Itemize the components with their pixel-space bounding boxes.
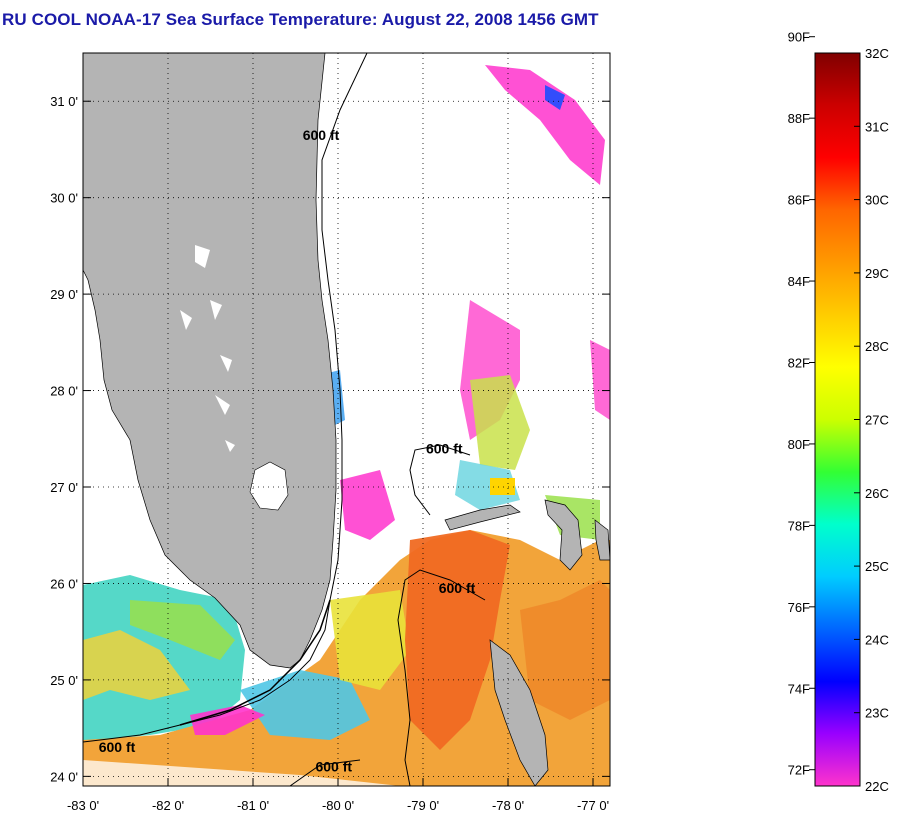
sst-patch-strait-yellow (330, 590, 410, 690)
bahamas-andros (489, 639, 549, 786)
colorbar-c-label: 27C (865, 413, 889, 428)
sst-patch-gulfstream (405, 530, 510, 750)
bahamas-abaco (544, 499, 583, 571)
map-border (82, 52, 611, 787)
y-tick-label: 24 0' (50, 769, 78, 784)
keys-chain (179, 599, 331, 726)
isobath-tongue (397, 569, 486, 786)
colorbar-c-label: 25C (865, 559, 889, 574)
y-tick-label: 29 0' (50, 287, 78, 302)
colorbar-f-label: 88F (788, 111, 810, 126)
sst-patch-mid-8 (490, 478, 515, 495)
colorbar-c-label: 24C (865, 632, 889, 647)
sst-patch-gulf-green (130, 600, 235, 660)
x-tick-label: -81 0' (237, 798, 269, 813)
sst-patch-pink-keys (190, 705, 265, 735)
y-tick-label: 26 0' (50, 576, 78, 591)
colorbar-c-label: 30C (865, 193, 889, 208)
y-tick-label: 27 0' (50, 480, 78, 495)
isobath-contours (83, 53, 486, 786)
colorbar-f-label: 78F (788, 518, 810, 533)
bahamas-eleuthera (594, 519, 610, 561)
x-tick-label: -77 0' (577, 798, 609, 813)
map-title: RU COOL NOAA-17 Sea Surface Temperature:… (2, 10, 599, 29)
isobath-label: 600 ft (439, 580, 476, 596)
graticule (83, 53, 610, 786)
x-tick-label: -83 0' (67, 798, 99, 813)
colorbar-f-label: 82F (788, 355, 810, 370)
isobath-label: 600 ft (303, 127, 340, 143)
land-layer (83, 53, 610, 786)
x-tick-label: -79 0' (407, 798, 439, 813)
sst-patch-mid-4 (340, 470, 395, 540)
inland-lakes (180, 245, 235, 452)
colorbar-f-label: 72F (788, 763, 810, 778)
sst-data-layer (83, 65, 610, 786)
map-axes: -83 0' -82 0' -81 0' -80 0' -79 0' -78 0' -77 … (50, 94, 610, 813)
isobath-label: 600 ft (426, 440, 463, 456)
colorbar (814, 52, 861, 787)
sst-patch-ne-1 (485, 65, 605, 185)
colorbar-c-label: 28C (865, 339, 889, 354)
y-tick-label: 30 0' (50, 191, 78, 206)
x-tick-label: -82 0' (152, 798, 184, 813)
y-tick-label: 31 0' (50, 94, 78, 109)
sst-patch-gulf-warm (83, 630, 190, 700)
sst-patch-east (520, 580, 610, 720)
colorbar-f-label: 80F (788, 437, 810, 452)
x-tick-label: -78 0' (492, 798, 524, 813)
colorbar-c-label: 23C (865, 706, 889, 721)
x-tick-label: -80 0' (322, 798, 354, 813)
florida-peninsula (83, 53, 337, 669)
y-tick-label: 28 0' (50, 384, 78, 399)
colorbar-c-label: 26C (865, 486, 889, 501)
isobath-south (289, 759, 361, 786)
contour-labels: 600 ft 600 ft 600 ft 600 ft 600 ft (99, 127, 476, 775)
colorbar-f-label: 86F (788, 193, 810, 208)
isobath-label: 600 ft (99, 739, 136, 755)
sst-patch-mid-5 (590, 340, 610, 420)
colorbar-f-label: 76F (788, 600, 810, 615)
bahamas-grand-bahama (444, 504, 521, 531)
sst-patch-mid-2 (470, 375, 530, 470)
colorbar-f-label: 84F (788, 274, 810, 289)
data-gap-streak (83, 760, 400, 786)
lake-okeechobee (249, 461, 289, 511)
colorbar-c-label: 31C (865, 119, 889, 134)
colorbar-f-label: 90F (788, 30, 810, 45)
colorbar-c-label: 29C (865, 266, 889, 281)
isobath-atlantic (83, 53, 368, 743)
colorbar-f-label: 74F (788, 681, 810, 696)
isobath-label: 600 ft (315, 759, 352, 775)
y-tick-label: 25 0' (50, 673, 78, 688)
colorbar-c-label: 22C (865, 779, 889, 794)
isobath-bahamas-north (409, 444, 471, 516)
sst-patch-ne-2 (545, 85, 565, 110)
colorbar-labels: 90F 88F 86F 84F 82F 80F 78F 76F 74F 72F 32C 31C 30C 2… (788, 30, 889, 794)
sst-patch-mid-3 (455, 460, 520, 510)
colorbar-c-label: 32C (865, 46, 889, 61)
